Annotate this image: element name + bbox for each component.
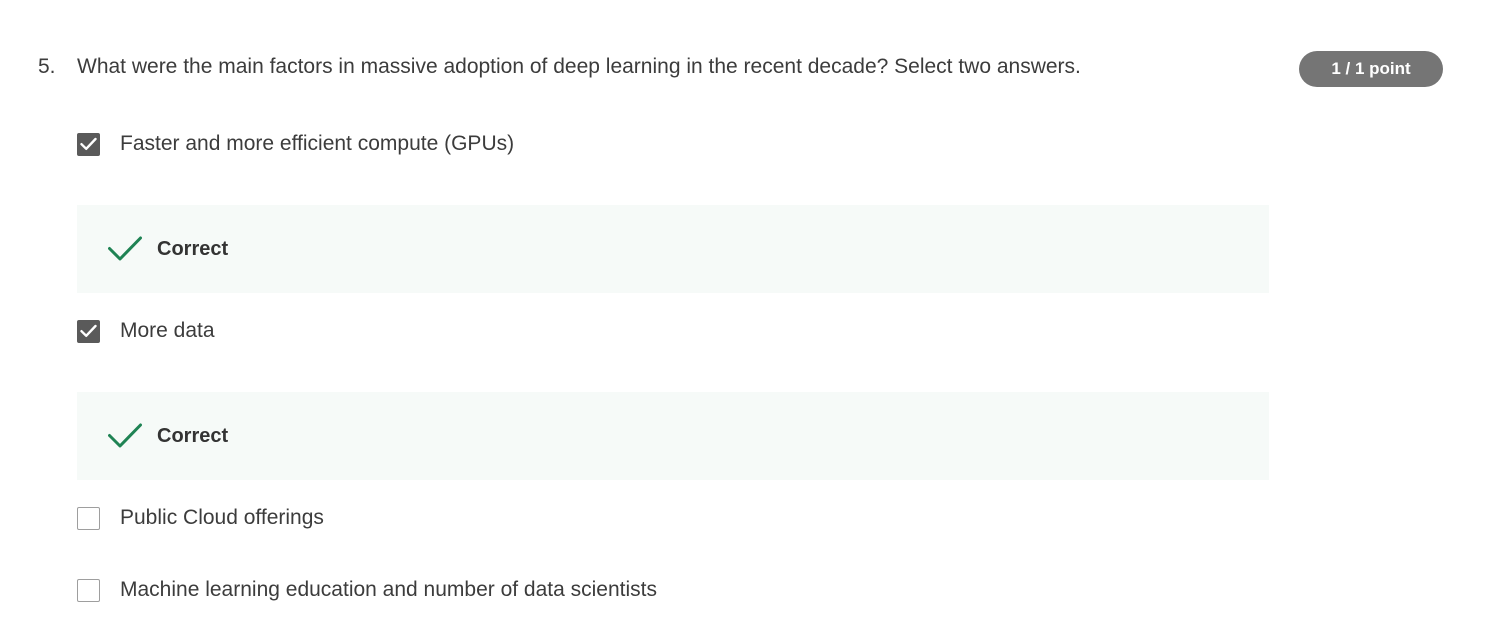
option-label: More data	[120, 319, 215, 342]
option-checkbox[interactable]	[77, 319, 100, 343]
checkmark-icon	[80, 137, 97, 150]
option-ml-education[interactable]: Machine learning education and number of…	[77, 576, 657, 604]
option-label: Faster and more efficient compute (GPUs)	[120, 132, 515, 155]
score-badge: 1 / 1 point	[1299, 51, 1443, 87]
correct-check-icon	[108, 235, 142, 263]
option-faster-compute[interactable]: Faster and more efficient compute (GPUs)	[77, 130, 514, 158]
feedback-label: Correct	[157, 237, 229, 260]
feedback-correct: Correct	[77, 205, 1269, 293]
option-checkbox[interactable]	[77, 578, 100, 602]
option-more-data[interactable]: More data	[77, 317, 215, 345]
option-checkbox[interactable]	[77, 132, 100, 156]
checkmark-icon	[80, 324, 97, 337]
question-number: 5.	[38, 55, 56, 78]
correct-check-icon	[108, 422, 142, 450]
feedback-label: Correct	[157, 424, 229, 447]
question-text: What were the main factors in massive ad…	[77, 55, 1081, 78]
option-public-cloud[interactable]: Public Cloud offerings	[77, 504, 324, 532]
feedback-correct: Correct	[77, 392, 1269, 480]
option-checkbox[interactable]	[77, 506, 100, 530]
option-label: Machine learning education and number of…	[120, 578, 657, 601]
option-label: Public Cloud offerings	[120, 506, 324, 529]
